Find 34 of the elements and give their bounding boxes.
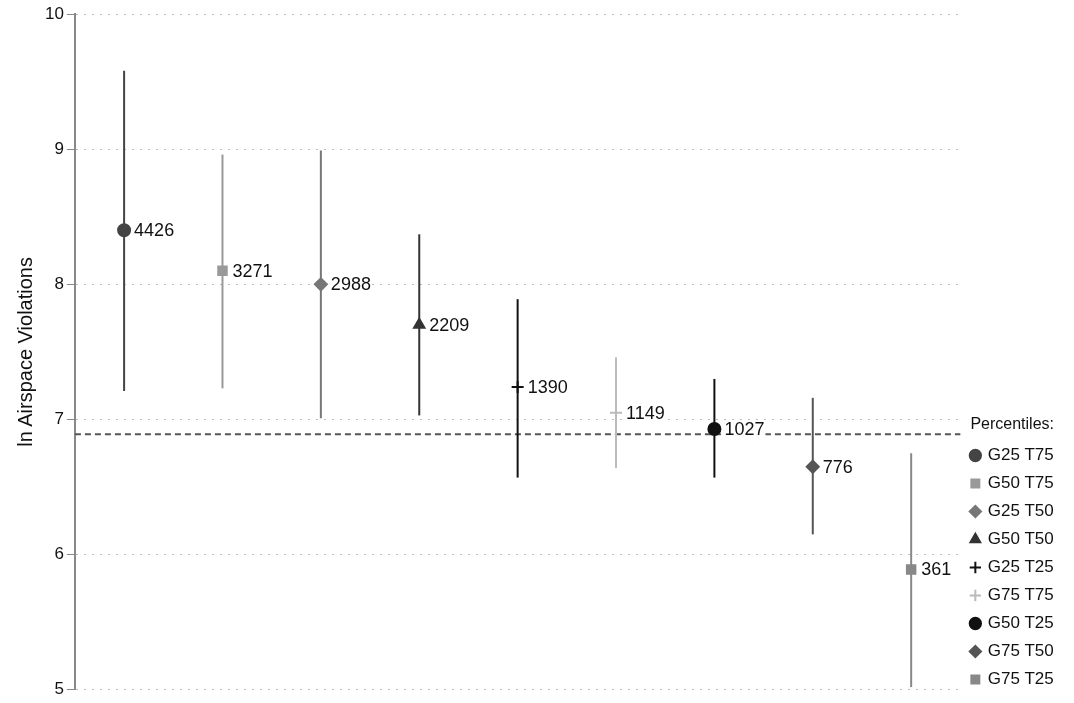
annotation: 2209 xyxy=(429,314,470,335)
point xyxy=(510,380,525,395)
point xyxy=(413,317,426,329)
point xyxy=(117,223,132,238)
y-tick-label: 10 xyxy=(44,3,64,23)
point xyxy=(805,459,820,474)
annotation: 776 xyxy=(822,456,853,477)
y-axis-title: ln Airspace Violations xyxy=(13,257,36,447)
legend-label: G25 T50 xyxy=(987,501,1054,521)
annotation: 361 xyxy=(921,559,952,580)
annotation: 4426 xyxy=(134,220,175,241)
point xyxy=(217,265,228,277)
legend-label: G25 T25 xyxy=(987,557,1054,577)
legend-label: G25 T75 xyxy=(987,445,1054,465)
annotation: 1390 xyxy=(527,377,568,398)
annotation: 1149 xyxy=(626,402,665,423)
point xyxy=(707,421,722,436)
legend-label: G50 T50 xyxy=(987,529,1054,549)
legend-title: Percentiles: xyxy=(970,415,1054,433)
y-tick-label: 5 xyxy=(54,679,64,699)
annotation: 2988 xyxy=(330,274,371,295)
y-tick-label: 7 xyxy=(54,409,64,429)
point xyxy=(905,564,917,575)
y-tick-label: 6 xyxy=(54,544,64,564)
legend-label: G50 T75 xyxy=(987,473,1054,493)
y-tick-label: 8 xyxy=(54,274,64,294)
legend-label: G75 T25 xyxy=(987,669,1054,689)
point xyxy=(313,277,328,292)
legend-label: G75 T50 xyxy=(987,641,1054,661)
annotation: 1027 xyxy=(724,418,765,439)
y-tick-label: 9 xyxy=(54,138,64,158)
legend-label: G50 T25 xyxy=(987,613,1054,633)
legend-label: G75 T75 xyxy=(987,585,1054,605)
annotation: 3271 xyxy=(232,260,273,281)
